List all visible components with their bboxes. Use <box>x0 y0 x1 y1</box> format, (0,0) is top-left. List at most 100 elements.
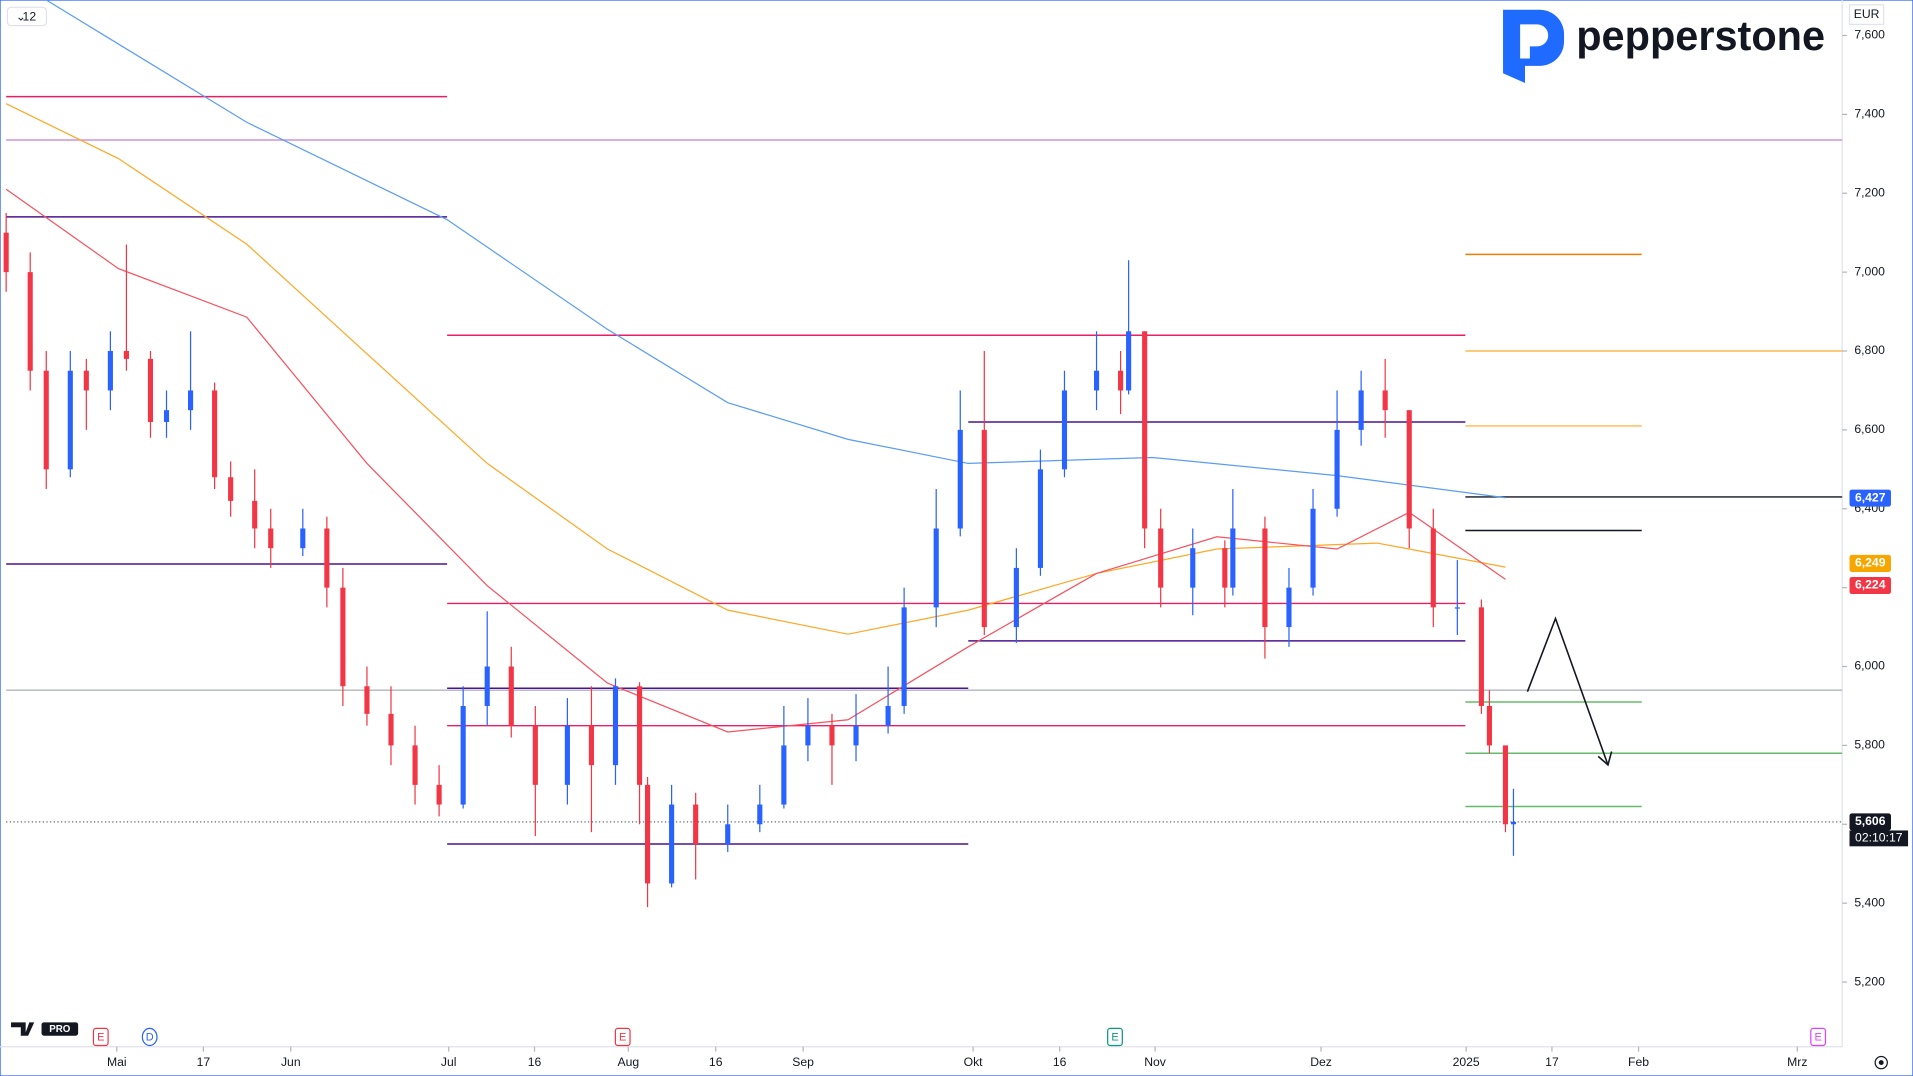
candle-body <box>1158 528 1164 588</box>
candle-body <box>957 429 963 529</box>
candle-body <box>1037 469 1043 568</box>
candle-body <box>693 804 699 845</box>
y-tick-label: 5,400 <box>1854 895 1885 909</box>
candle-body <box>436 784 442 805</box>
candle-body <box>147 358 154 423</box>
price-badge-label: 6,249 <box>1855 556 1886 570</box>
x-tick-label: Aug <box>617 1055 639 1069</box>
candle-body <box>388 713 394 746</box>
candle-body <box>1222 548 1228 588</box>
arrow-head <box>1597 751 1613 767</box>
plot <box>3 0 1843 908</box>
currency: EUR <box>1854 7 1880 21</box>
x-tick-label: Okt <box>964 1055 984 1069</box>
candle-body <box>1382 390 1388 411</box>
candle-body <box>829 725 835 746</box>
x-tick-label: Sep <box>792 1055 814 1069</box>
moving-average <box>45 0 1506 499</box>
candle-body <box>412 745 418 785</box>
candle-body <box>636 686 643 785</box>
event-marker-label: E <box>1111 1031 1118 1043</box>
y-tick-label: 5,200 <box>1854 974 1885 988</box>
candle-body <box>1406 410 1412 529</box>
candle-body <box>757 804 763 825</box>
price-badge-label: 6,224 <box>1855 578 1886 592</box>
x-tick-label: 2025 <box>1453 1055 1480 1069</box>
event-marker <box>141 1027 158 1047</box>
candle-body <box>885 705 891 726</box>
candle-body <box>268 528 274 549</box>
candle-body <box>853 725 859 746</box>
event-marker-label: E <box>1814 1031 1821 1043</box>
tv-logo: PRO <box>11 1022 79 1036</box>
logo: pepperstone <box>1503 9 1825 83</box>
candle-body <box>340 587 346 687</box>
candle-body <box>364 686 370 714</box>
event-marker <box>1107 1027 1123 1047</box>
price-badge <box>1849 489 1891 507</box>
x-tick-label: Nov <box>1144 1055 1167 1069</box>
candle-body <box>1358 390 1364 430</box>
candle-body <box>123 351 129 359</box>
candle-body <box>1478 607 1484 706</box>
svg-text:PRO: PRO <box>49 1024 71 1035</box>
x-tick-label: Feb <box>1628 1055 1649 1069</box>
candle-body <box>612 686 619 766</box>
candle-body <box>805 725 811 746</box>
x-tick-label: Mrz <box>1787 1055 1807 1069</box>
x-tick-label: Dez <box>1310 1055 1332 1069</box>
candle-body <box>1093 370 1100 391</box>
candle-body <box>1126 331 1132 391</box>
candle-body <box>1262 528 1268 628</box>
x-tick-label: Jul <box>441 1055 457 1069</box>
price-badge <box>1849 576 1891 595</box>
y-tick-label: 5,800 <box>1854 738 1885 752</box>
candle-body <box>324 528 330 588</box>
candle-body <box>1142 331 1148 529</box>
y-tick-label: 7,400 <box>1854 107 1885 121</box>
interval-box[interactable] <box>6 6 48 27</box>
x-tick-label: Jun <box>281 1055 301 1069</box>
candle-body <box>781 745 787 805</box>
brand: pepperstone <box>1576 12 1825 59</box>
price-badge <box>1849 813 1891 831</box>
settings-icon[interactable] <box>1874 1055 1888 1070</box>
candle-body <box>484 666 490 706</box>
candle-body <box>27 272 33 371</box>
candle-body <box>933 528 939 608</box>
candle-body <box>1190 548 1196 588</box>
candle-body <box>43 370 49 470</box>
x-tick-label: 16 <box>1053 1055 1067 1069</box>
price-badge <box>1849 554 1891 572</box>
candle-body <box>3 232 9 273</box>
candle-body <box>300 528 306 549</box>
candle-body <box>1286 587 1292 628</box>
x-tick-label: 16 <box>528 1055 542 1069</box>
currency-box <box>1848 4 1885 26</box>
y-tick-label: 6,600 <box>1854 422 1885 436</box>
candle-body <box>1454 607 1460 609</box>
y-tick-label: 7,200 <box>1854 185 1885 199</box>
candle-body <box>1334 429 1340 509</box>
candle-body <box>187 390 194 411</box>
candle-body <box>1510 821 1517 825</box>
countdown: 02:10:17 <box>1855 831 1903 845</box>
candle-body <box>508 666 514 726</box>
x-tick-label: 17 <box>197 1055 211 1069</box>
interval: 12 <box>23 9 37 23</box>
candle-body <box>1502 745 1509 825</box>
moving-average <box>5 103 1506 635</box>
candle-body <box>460 705 466 805</box>
candle-body <box>1486 705 1492 746</box>
event-marker-label: E <box>619 1031 626 1043</box>
candle-body <box>107 351 113 391</box>
candle-body <box>212 390 218 478</box>
candle-body <box>981 429 987 628</box>
event-marker <box>92 1027 109 1047</box>
candle-body <box>67 370 73 470</box>
candle-body <box>588 725 595 766</box>
event-marker-label: E <box>97 1031 104 1043</box>
y-tick-label: 6,000 <box>1854 659 1885 673</box>
candle-body <box>228 477 234 501</box>
